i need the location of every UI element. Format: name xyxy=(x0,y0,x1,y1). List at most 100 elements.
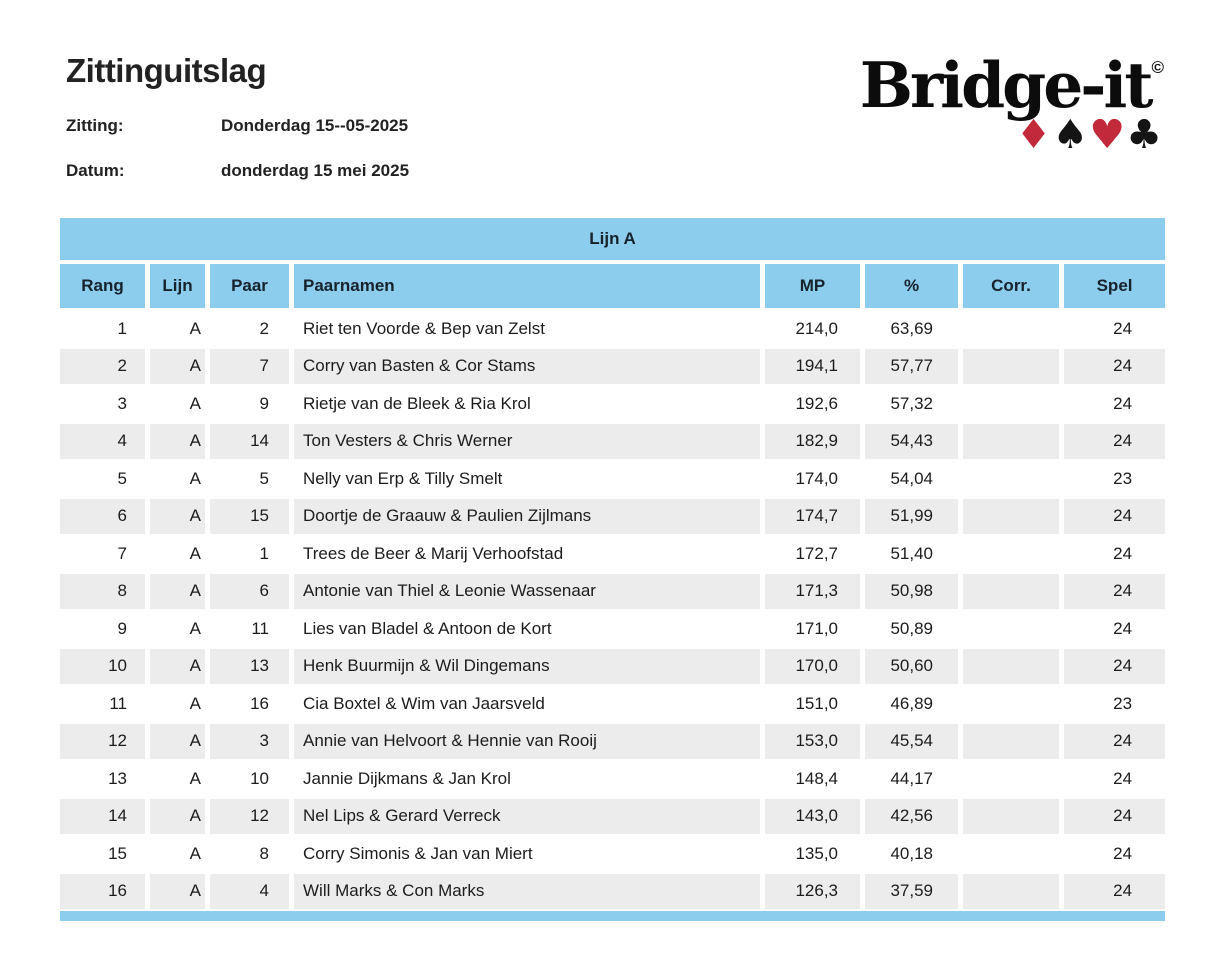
cell-paarnamen: Riet ten Voorde & Bep van Zelst xyxy=(294,311,765,349)
session-value: Donderdag 15--05-2025 xyxy=(221,116,409,135)
table-row: 6 A 15 Doortje de Graauw & Paulien Zijlmans… xyxy=(60,498,1166,536)
cell-paar: 4 xyxy=(210,873,294,911)
table-row: 9 A 11 Lies van Bladel & Antoon de Kort 171,… xyxy=(60,611,1166,649)
table-row: 11 A 16 Cia Boxtel & Wim van Jaarsveld 151,0… xyxy=(60,686,1166,724)
column-header-percent: % xyxy=(865,264,963,311)
cell-paarnamen: Trees de Beer & Marij Verhoofstad xyxy=(294,536,765,574)
cell-paarnamen: Annie van Helvoort & Hennie van Rooij xyxy=(294,723,765,761)
cell-paar: 15 xyxy=(210,498,294,536)
cell-rang: 10 xyxy=(60,648,150,686)
cell-spel: 24 xyxy=(1064,386,1166,424)
cell-paar: 3 xyxy=(210,723,294,761)
table-row: 2 A 7 Corry van Basten & Cor Stams 194,1 57,7… xyxy=(60,348,1166,386)
cell-percent: 51,40 xyxy=(865,536,963,574)
cell-lijn: A xyxy=(150,573,210,611)
cell-paar: 8 xyxy=(210,836,294,874)
cell-corr xyxy=(963,836,1064,874)
bridge-it-logo: Bridge-it© ♦♠♥♣ xyxy=(860,54,1165,158)
cell-rang: 11 xyxy=(60,686,150,724)
cell-spel: 24 xyxy=(1064,536,1166,574)
date-row: Datum: donderdag 15 mei 2025 xyxy=(66,161,409,181)
cell-lijn: A xyxy=(150,798,210,836)
cell-percent: 50,89 xyxy=(865,611,963,649)
cell-paar: 13 xyxy=(210,648,294,686)
cell-mp: 170,0 xyxy=(765,648,865,686)
cell-percent: 45,54 xyxy=(865,723,963,761)
session-row: Zitting: Donderdag 15--05-2025 xyxy=(66,116,409,136)
cell-corr xyxy=(963,761,1064,799)
cell-rang: 15 xyxy=(60,836,150,874)
column-header-corr: Corr. xyxy=(963,264,1064,311)
column-header-paarnamen: Paarnamen xyxy=(294,264,765,311)
report-header: Zittinguitslag Zitting: Donderdag 15--05… xyxy=(60,0,1165,203)
cell-lijn: A xyxy=(150,873,210,911)
cell-spel: 24 xyxy=(1064,573,1166,611)
cell-paar: 9 xyxy=(210,386,294,424)
results-table: Lijn A Rang Lijn Paar Paarnamen MP % Cor… xyxy=(60,218,1166,911)
cell-corr xyxy=(963,573,1064,611)
cell-mp: 171,3 xyxy=(765,573,865,611)
table-row: 15 A 8 Corry Simonis & Jan van Miert 135,0 40… xyxy=(60,836,1166,874)
cell-paarnamen: Lies van Bladel & Antoon de Kort xyxy=(294,611,765,649)
cell-percent: 54,43 xyxy=(865,423,963,461)
column-header-row: Rang Lijn Paar Paarnamen MP % Corr. Spel xyxy=(60,264,1166,311)
table-row: 12 A 3 Annie van Helvoort & Hennie van Rooi… xyxy=(60,723,1166,761)
results-body: 1 A 2 Riet ten Voorde & Bep van Zelst 214,0 6… xyxy=(60,311,1166,911)
date-label: Datum: xyxy=(66,161,125,180)
cell-mp: 171,0 xyxy=(765,611,865,649)
cell-percent: 37,59 xyxy=(865,873,963,911)
copyright-icon: © xyxy=(1151,58,1164,77)
cell-paarnamen: Jannie Dijkmans & Jan Krol xyxy=(294,761,765,799)
group-header-row: Lijn A xyxy=(60,218,1166,264)
table-row: 16 A 4 Will Marks & Con Marks 126,3 37,59 24 xyxy=(60,873,1166,911)
cell-spel: 24 xyxy=(1064,798,1166,836)
club-suit-icon: ♣ xyxy=(1126,112,1163,158)
page-title: Zittinguitslag xyxy=(66,52,267,89)
column-header-paar: Paar xyxy=(210,264,294,311)
cell-paar: 16 xyxy=(210,686,294,724)
cell-corr xyxy=(963,611,1064,649)
cell-corr xyxy=(963,686,1064,724)
cell-mp: 194,1 xyxy=(765,348,865,386)
cell-corr xyxy=(963,461,1064,499)
cell-paar: 14 xyxy=(210,423,294,461)
cell-corr xyxy=(963,648,1064,686)
cell-mp: 135,0 xyxy=(765,836,865,874)
cell-rang: 4 xyxy=(60,423,150,461)
cell-mp: 192,6 xyxy=(765,386,865,424)
cell-spel: 24 xyxy=(1064,836,1166,874)
cell-mp: 153,0 xyxy=(765,723,865,761)
spade-suit-icon: ♠ xyxy=(1052,112,1090,158)
cell-corr xyxy=(963,873,1064,911)
cell-lijn: A xyxy=(150,648,210,686)
table-bottom-bar xyxy=(60,911,1165,921)
table-row: 13 A 10 Jannie Dijkmans & Jan Krol 148,4 44,1… xyxy=(60,761,1166,799)
cell-rang: 3 xyxy=(60,386,150,424)
cell-paarnamen: Antonie van Thiel & Leonie Wassenaar xyxy=(294,573,765,611)
cell-percent: 44,17 xyxy=(865,761,963,799)
cell-percent: 57,77 xyxy=(865,348,963,386)
cell-lijn: A xyxy=(150,723,210,761)
cell-lijn: A xyxy=(150,461,210,499)
cell-percent: 50,98 xyxy=(865,573,963,611)
cell-lijn: A xyxy=(150,686,210,724)
table-row: 4 A 14 Ton Vesters & Chris Werner 182,9 54,43… xyxy=(60,423,1166,461)
date-value: donderdag 15 mei 2025 xyxy=(221,161,410,180)
column-header-rang: Rang xyxy=(60,264,150,311)
cell-lijn: A xyxy=(150,311,210,349)
cell-corr xyxy=(963,498,1064,536)
cell-spel: 23 xyxy=(1064,461,1166,499)
table-row: 10 A 13 Henk Buurmijn & Wil Dingemans 170,0 5… xyxy=(60,648,1166,686)
cell-spel: 24 xyxy=(1064,498,1166,536)
cell-lijn: A xyxy=(150,611,210,649)
cell-corr xyxy=(963,798,1064,836)
cell-paar: 1 xyxy=(210,536,294,574)
cell-lijn: A xyxy=(150,348,210,386)
cell-spel: 24 xyxy=(1064,761,1166,799)
table-row: 7 A 1 Trees de Beer & Marij Verhoofstad 172,… xyxy=(60,536,1166,574)
cell-percent: 51,99 xyxy=(865,498,963,536)
column-header-spel: Spel xyxy=(1064,264,1166,311)
table-row: 8 A 6 Antonie van Thiel & Leonie Wassenaar 1… xyxy=(60,573,1166,611)
logo-wordmark: Bridge-it xyxy=(859,48,1154,122)
